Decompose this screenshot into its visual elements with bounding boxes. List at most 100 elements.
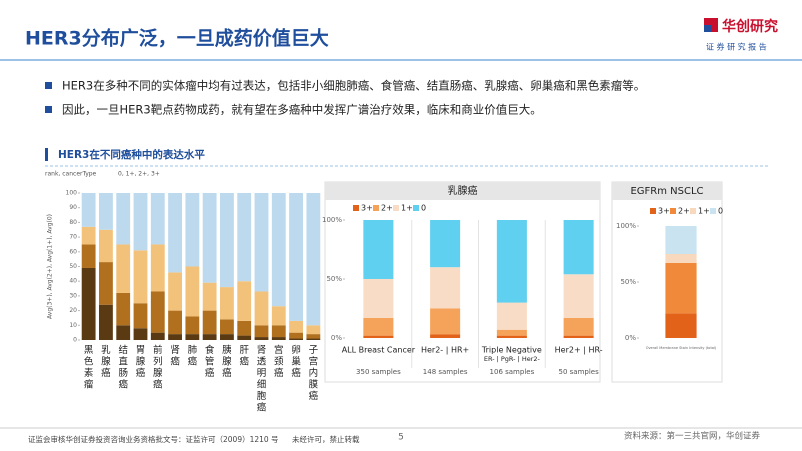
bar-segment <box>271 306 286 326</box>
y-tick-label: 50 <box>69 263 77 270</box>
panel-title: EGFRm NSCLC <box>630 186 703 197</box>
x-tick-label: 肾透明细胞癌 <box>257 345 267 414</box>
bar-segment <box>271 337 286 340</box>
x-tick-label: 乳腺癌 <box>101 344 111 379</box>
y-tick-label: 50% <box>326 275 342 283</box>
bar-segment <box>81 267 96 340</box>
bar-segment <box>116 325 131 340</box>
source-note: 资料来源：第一三共官网，华创证券 <box>624 431 761 442</box>
bar-segment <box>363 317 394 336</box>
bar-segment <box>202 193 217 283</box>
legend-label: 3+ <box>658 207 670 216</box>
y-tick-label: 100 <box>66 190 78 197</box>
bar-segment <box>185 334 200 340</box>
bar-segment <box>116 292 131 326</box>
panel-header <box>612 182 722 200</box>
legend-swatch <box>353 205 359 211</box>
bar-segment <box>563 335 594 338</box>
legend-swatch <box>690 208 696 214</box>
bar-segment <box>254 325 269 338</box>
bar-segment <box>254 193 269 292</box>
bar-segment <box>202 334 217 340</box>
bar-segment <box>81 244 96 268</box>
bar-segment <box>289 193 303 321</box>
page-number: 5 <box>398 433 404 443</box>
bar-segment <box>289 338 303 340</box>
bar-segment <box>99 262 113 305</box>
legend-swatch <box>650 208 656 214</box>
bar-segment <box>496 335 527 338</box>
bar-segment <box>133 328 148 340</box>
y-tick-label: 90 <box>69 204 77 211</box>
bar-segment <box>363 220 394 279</box>
bar-segment <box>237 281 252 321</box>
legend-label: 2+ <box>381 204 393 213</box>
y-tick-label: 80 <box>69 219 77 226</box>
bullet-marker <box>45 106 52 113</box>
logo-icon <box>704 25 711 32</box>
bar-segment <box>306 334 321 339</box>
bar-segment <box>81 193 96 227</box>
sample-count: 50 samples <box>559 368 600 376</box>
bar-segment <box>306 325 321 335</box>
y-tick-label: 0% <box>331 334 342 342</box>
bar-segment <box>202 282 217 311</box>
bar-segment <box>665 262 697 314</box>
x-tick-label: Her2- | HR+ <box>421 346 469 355</box>
bar-segment <box>563 274 594 318</box>
panel-title: 乳腺癌 <box>448 184 478 197</box>
bar-segment <box>116 244 131 293</box>
bar-segment <box>99 229 113 263</box>
bar-segment <box>133 193 148 251</box>
bar-segment <box>430 220 461 268</box>
x-tick-sublabel: ER- | PgR- | Her2- <box>484 355 541 363</box>
legend-label: 0 <box>718 207 723 216</box>
bar-segment <box>133 303 148 329</box>
legend-swatch <box>710 208 716 214</box>
bar-segment <box>665 254 697 263</box>
x-tick-label: 胃腺癌 <box>136 345 146 379</box>
x-tick-label: 前列腺癌 <box>153 344 163 391</box>
legend-swatch <box>670 208 676 214</box>
x-tick-label: 黑色素瘤 <box>84 345 94 391</box>
bar-segment <box>496 302 527 330</box>
panel-header <box>325 182 600 200</box>
logo-subtitle: 证 券 研 究 报 告 <box>706 42 767 52</box>
x-tick-label: ALL Breast Cancer <box>342 346 416 355</box>
sample-count: 350 samples <box>356 368 401 376</box>
bar-segment <box>133 250 148 304</box>
x-tick-label: Overall Membrane Stain Intensity (total) <box>646 346 717 350</box>
bar-segment <box>430 267 461 309</box>
section-marker <box>45 148 48 161</box>
logo-text: 华创研究 <box>722 18 778 35</box>
legend-swatch <box>373 205 379 211</box>
bullet-marker <box>45 82 52 89</box>
x-tick-label: 宫颈癌 <box>274 344 284 379</box>
chart-header: rank, cancerType <box>45 171 97 178</box>
sample-count: 148 samples <box>423 368 468 376</box>
y-tick-label: 60 <box>69 248 77 255</box>
bar-segment <box>150 244 165 292</box>
bar-segment <box>168 310 182 335</box>
bar-segment <box>99 304 113 340</box>
bar-segment <box>116 193 131 245</box>
y-tick-label: 100% <box>616 222 636 230</box>
y-tick-label: 0% <box>625 334 636 342</box>
x-tick-label: 卵巢癌 <box>291 345 301 379</box>
bar-segment <box>237 335 252 340</box>
chart-header: 0, 1+, 2+, 3+ <box>118 171 160 178</box>
x-tick-label: 结直肠癌 <box>118 344 128 391</box>
bar-segment <box>150 332 165 340</box>
bar-segment <box>289 332 303 339</box>
bar-segment <box>563 220 594 275</box>
bar-segment <box>363 279 394 318</box>
bar-segment <box>665 313 697 338</box>
bar-segment <box>271 193 286 307</box>
x-tick-label: 肾癌 <box>170 345 180 368</box>
bar-segment <box>81 226 96 245</box>
legend-label: 3+ <box>361 204 373 213</box>
section-title: HER3在不同癌种中的表达水平 <box>58 148 205 161</box>
legend-label: 1+ <box>401 204 413 213</box>
bar-segment <box>150 193 165 245</box>
x-tick-label: 胰腺癌 <box>222 344 232 379</box>
